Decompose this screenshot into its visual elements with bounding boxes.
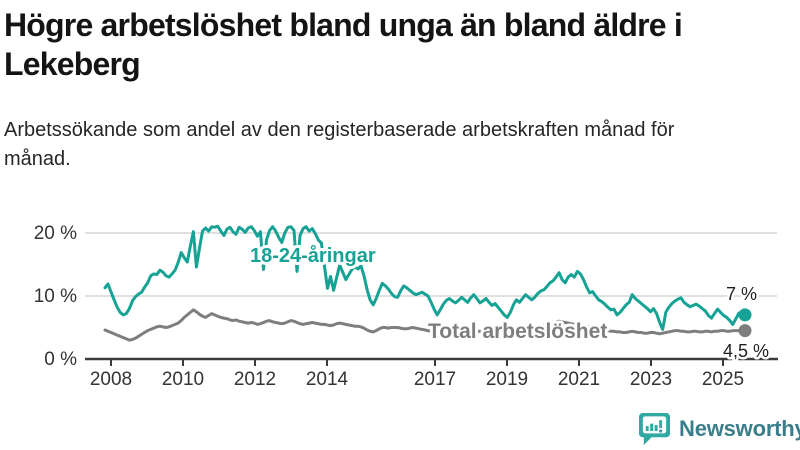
end-value-label-total: 4,5 %: [723, 341, 769, 361]
logo-exclamation-bar: [659, 419, 663, 428]
x-tick-label-2017: 2017: [414, 369, 456, 390]
end-value-label-young: 7 %: [726, 284, 757, 304]
series-label-total: Total arbetslöshet: [428, 320, 607, 343]
series-line-young: [103, 224, 747, 331]
x-tick-label-2019: 2019: [486, 369, 528, 390]
y-tick-label-20: 20 %: [34, 223, 77, 244]
series-label-young: 18-24-åringar: [250, 244, 376, 267]
x-tick-label-2010: 2010: [162, 369, 204, 390]
logo-bar-2: [650, 423, 654, 431]
x-tick-label-2012: 2012: [234, 369, 276, 390]
newsworthy-logo-icon: [638, 412, 671, 445]
x-tick-label-2023: 2023: [630, 369, 672, 390]
y-tick-label-10: 10 %: [34, 286, 77, 307]
logo-exclamation-dot: [658, 428, 663, 433]
x-tick-label-2008: 2008: [90, 369, 132, 390]
logo-bar-1: [645, 425, 649, 431]
chart-title: Högre arbetslöshet bland unga än bland ä…: [4, 7, 683, 82]
x-tick-label-2014: 2014: [306, 369, 349, 390]
newsworthy-logo: Newsworthy: [638, 411, 800, 446]
series-end-dot-total: [738, 324, 752, 338]
y-tick-label-0: 0 %: [44, 349, 77, 370]
x-tick-label-2021: 2021: [558, 369, 600, 390]
logo-bar-3: [654, 424, 658, 431]
series-end-dot-young: [738, 308, 752, 322]
chart-subtitle: Arbetssökande som andel av den registerb…: [4, 119, 675, 170]
newsworthy-logo-text: Newsworthy: [679, 416, 800, 441]
series-line-total: [103, 308, 747, 342]
x-tick-label-2025: 2025: [702, 369, 744, 390]
